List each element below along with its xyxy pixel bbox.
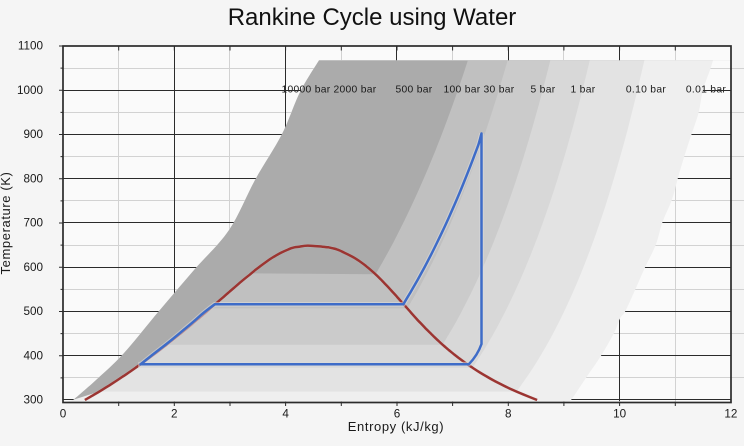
svg-text:12: 12 — [724, 408, 737, 421]
svg-text:10: 10 — [613, 408, 627, 421]
svg-text:2: 2 — [171, 408, 178, 421]
svg-text:0: 0 — [60, 408, 67, 421]
svg-text:100 bar: 100 bar — [443, 85, 480, 96]
svg-text:Temperature (K): Temperature (K) — [0, 172, 13, 275]
svg-text:10000 bar: 10000 bar — [281, 85, 330, 96]
svg-text:1 bar: 1 bar — [571, 85, 596, 96]
svg-text:8: 8 — [505, 408, 512, 421]
svg-text:2000 bar: 2000 bar — [333, 85, 376, 96]
svg-text:500 bar: 500 bar — [395, 85, 432, 96]
svg-text:600: 600 — [23, 261, 43, 274]
svg-text:4: 4 — [282, 408, 289, 421]
svg-text:1100: 1100 — [18, 40, 44, 53]
svg-text:5 bar: 5 bar — [531, 85, 556, 96]
svg-text:500: 500 — [23, 305, 43, 318]
svg-text:Rankine Cycle using Water: Rankine Cycle using Water — [228, 4, 517, 31]
svg-text:Entropy (kJ/kg): Entropy (kJ/kg) — [348, 419, 444, 434]
svg-text:800: 800 — [23, 172, 43, 185]
svg-text:6: 6 — [394, 408, 401, 421]
svg-text:900: 900 — [23, 128, 43, 141]
svg-text:0.10 bar: 0.10 bar — [626, 85, 666, 96]
svg-text:1000: 1000 — [17, 84, 44, 97]
svg-text:300: 300 — [23, 394, 43, 407]
svg-text:700: 700 — [23, 217, 43, 230]
svg-text:30 bar: 30 bar — [484, 85, 515, 96]
svg-text:400: 400 — [23, 349, 43, 362]
